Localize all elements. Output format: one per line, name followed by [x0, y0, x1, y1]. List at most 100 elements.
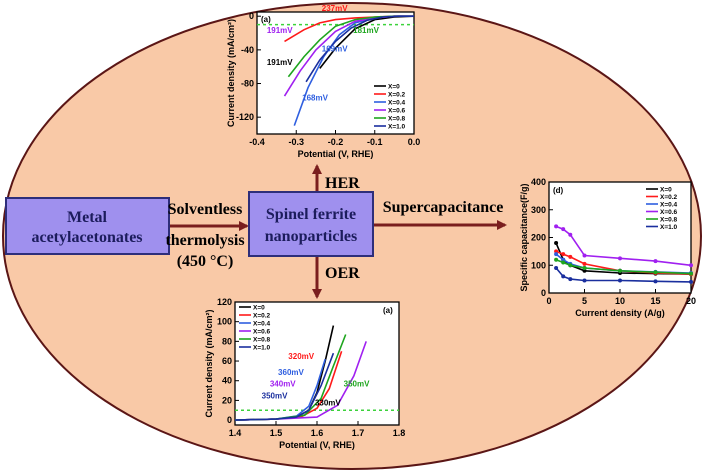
- data-point: [554, 252, 559, 257]
- data-point: [561, 274, 566, 279]
- x-tick-label: 15: [650, 296, 660, 306]
- panel-label: (a): [261, 15, 271, 24]
- overpotential-label: 237mV: [322, 4, 348, 13]
- y-axis-label: Specific capacitance(F/g): [519, 183, 529, 291]
- data-point: [554, 266, 559, 271]
- data-point: [653, 270, 658, 275]
- overpotential-label: 350mV: [344, 380, 370, 389]
- x-tick-label: -0.2: [328, 137, 344, 147]
- overpotential-label: 168mV: [302, 93, 328, 102]
- spinel-label-line1: Spinel ferrite: [266, 206, 356, 223]
- supercap-label: Supercapacitance: [383, 199, 504, 216]
- overpotential-label: 360mV: [278, 368, 304, 377]
- x-tick-label: 1.4: [229, 428, 242, 438]
- y-tick-label: 40: [222, 376, 232, 386]
- legend-label: X=0: [660, 187, 672, 194]
- x-axis-label: Potential (V, RHE): [279, 440, 355, 450]
- y-tick-label: 100: [531, 260, 546, 270]
- data-point: [568, 232, 573, 237]
- data-point: [689, 263, 693, 268]
- x-tick-label: 20: [686, 296, 696, 306]
- legend-label: X=0: [253, 305, 265, 312]
- legend-label: X=0.2: [253, 313, 271, 320]
- x-tick-label: -0.4: [249, 137, 265, 147]
- overpotential-label: 181mV: [353, 26, 379, 35]
- data-point: [582, 278, 587, 283]
- data-point: [554, 224, 559, 229]
- legend-label: X=0.4: [253, 321, 271, 328]
- data-point: [568, 263, 573, 268]
- data-point: [689, 271, 693, 276]
- data-point: [561, 257, 566, 262]
- x-tick-label: 10: [615, 296, 625, 306]
- data-point: [568, 277, 573, 282]
- data-point: [618, 278, 622, 283]
- overpotential-label: 191mV: [267, 26, 293, 35]
- data-point: [582, 253, 587, 258]
- y-axis-label: Current density (mA/cm²): [226, 19, 236, 127]
- spinel-ferrite-box: [248, 191, 374, 257]
- series-line: [234, 352, 335, 421]
- y-tick-label: 0: [541, 288, 546, 298]
- legend-label: X=0.4: [660, 202, 678, 209]
- legend-label: X=0.8: [660, 217, 678, 224]
- data-point: [582, 268, 587, 273]
- metal-label-line1: Metal: [67, 209, 108, 226]
- y-tick-label: 0: [227, 415, 232, 425]
- panel-label: (d): [553, 186, 564, 195]
- overpotential-label: 350mV: [262, 391, 288, 400]
- data-point: [582, 261, 587, 266]
- x-tick-label: 1.7: [352, 428, 365, 438]
- legend-label: X=1.0: [660, 224, 678, 231]
- y-axis-label: Current density (mA/cm²): [204, 309, 214, 417]
- x-tick-label: 0.0: [408, 137, 421, 147]
- y-tick-label: 300: [531, 205, 546, 215]
- data-point: [618, 268, 622, 273]
- legend-label: X=0.2: [388, 92, 406, 99]
- her-label: HER: [325, 175, 360, 192]
- oer-label: OER: [325, 265, 360, 282]
- metal-acac-box: [5, 197, 170, 255]
- x-tick-label: 5: [582, 296, 587, 306]
- y-tick-label: -120: [236, 112, 254, 122]
- legend-label: X=0.4: [388, 100, 406, 107]
- legend-label: X=1.0: [253, 345, 271, 352]
- temperature-label: (450 °C): [177, 253, 234, 270]
- data-point: [554, 249, 559, 254]
- overpotential-label: 169mV: [322, 45, 348, 54]
- panel-label: (a): [383, 306, 393, 315]
- her-polarization-chart: -0.4 -0.3 -0.2 -0.1 0.0 0 -40 -80 -120 Potential …: [226, 4, 420, 159]
- data-point: [568, 254, 573, 259]
- y-tick-label: 400: [531, 177, 546, 187]
- spinel-label-line2: nanoparticles: [265, 228, 357, 245]
- metal-label-line2: acetylacetonates: [31, 229, 142, 246]
- y-tick-label: 60: [222, 356, 232, 366]
- data-point: [618, 256, 622, 261]
- solventless-label: Solventless: [168, 201, 243, 218]
- x-tick-label: 1.5: [270, 428, 283, 438]
- legend-label: X=0.6: [388, 108, 406, 115]
- overpotential-label: 340mV: [270, 380, 296, 389]
- x-tick-label: 1.8: [393, 428, 406, 438]
- x-axis-label: Current density (A/g): [575, 308, 665, 318]
- data-point: [653, 259, 658, 264]
- y-tick-label: 20: [222, 395, 232, 405]
- x-tick-label: -0.1: [367, 137, 383, 147]
- data-point: [689, 279, 693, 284]
- legend-label: X=1.0: [388, 124, 406, 131]
- y-tick-label: 120: [217, 297, 232, 307]
- y-tick-label: 100: [217, 317, 232, 327]
- series-line: [305, 15, 414, 83]
- overpotential-label: 320mV: [288, 352, 314, 361]
- y-tick-label: 200: [531, 233, 546, 243]
- oer-polarization-chart: 1.4 1.5 1.6 1.7 1.8 0 20 40 60 80 100 120 Potential …: [204, 297, 405, 450]
- x-tick-label: 0: [546, 296, 551, 306]
- x-tick-label: -0.3: [288, 137, 304, 147]
- legend-label: X=0.8: [253, 337, 271, 344]
- data-point: [653, 279, 658, 284]
- y-tick-label: 80: [222, 336, 232, 346]
- legend-label: X=0.6: [253, 329, 271, 336]
- x-tick-label: 1.6: [311, 428, 324, 438]
- y-tick-label: -80: [241, 79, 254, 89]
